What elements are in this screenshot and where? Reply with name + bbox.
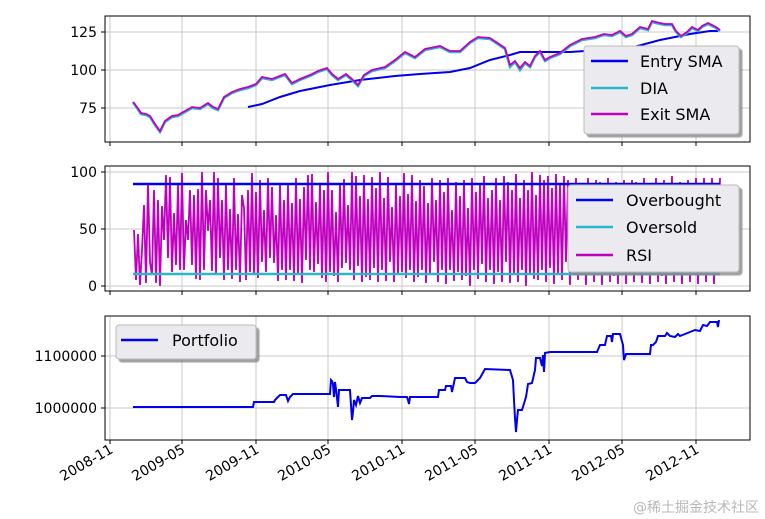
ytick-label: 1100000 <box>35 349 97 365</box>
xtick-label: 2008-11 <box>57 442 116 485</box>
ytick-label: 0 <box>88 279 97 295</box>
legend-overbought: Overbought <box>626 191 721 210</box>
ytick-label: 125 <box>70 25 97 41</box>
legend-rsi: RSI <box>626 246 652 265</box>
xtick-label: 2012-05 <box>569 442 628 485</box>
xtick-label: 2010-05 <box>275 442 334 485</box>
portfolio-legend: Portfolio <box>115 324 257 360</box>
xtick-label: 2009-11 <box>203 442 262 485</box>
rsi-legend: Overbought Oversold RSI <box>567 184 740 273</box>
ytick-label: 75 <box>79 101 97 117</box>
ytick-label: 100 <box>70 165 97 181</box>
price-legend: Entry SMA DIA Exit SMA <box>583 45 740 135</box>
xtick-label: 2012-11 <box>643 442 702 485</box>
rsi-panel: 100 50 0 Overbought Oversold RSI <box>70 165 751 295</box>
ytick-label: 50 <box>79 222 97 238</box>
axes-frame <box>104 15 751 143</box>
entry-sma-line <box>247 30 718 108</box>
xtick-label: 2011-11 <box>496 442 555 485</box>
xtick-label: 2011-05 <box>422 442 481 485</box>
legend-dia: DIA <box>640 79 668 98</box>
legend-portfolio: Portfolio <box>172 331 238 350</box>
xtick-label: 2010-11 <box>349 442 408 485</box>
ytick-label: 100 <box>70 63 97 79</box>
legend-entry-sma: Entry SMA <box>640 52 723 71</box>
exit-sma-line <box>132 19 721 133</box>
legend-oversold: Oversold <box>626 218 697 237</box>
portfolio-panel: 1100000 1000000 Portfolio <box>35 315 751 444</box>
portfolio-line <box>133 319 720 433</box>
xaxis-ticklabels: 2008-11 2009-05 2009-11 2010-05 2010-11 … <box>57 442 702 485</box>
watermark: @稀土掘金技术社区 <box>633 500 759 516</box>
xtick-label: 2009-05 <box>129 442 188 485</box>
axes-frame <box>104 315 751 441</box>
price-panel: 125 100 75 Entry SMA DIA Exit SMA <box>70 15 751 146</box>
legend-exit-sma: Exit SMA <box>640 105 710 124</box>
ytick-label: 1000000 <box>35 401 97 417</box>
